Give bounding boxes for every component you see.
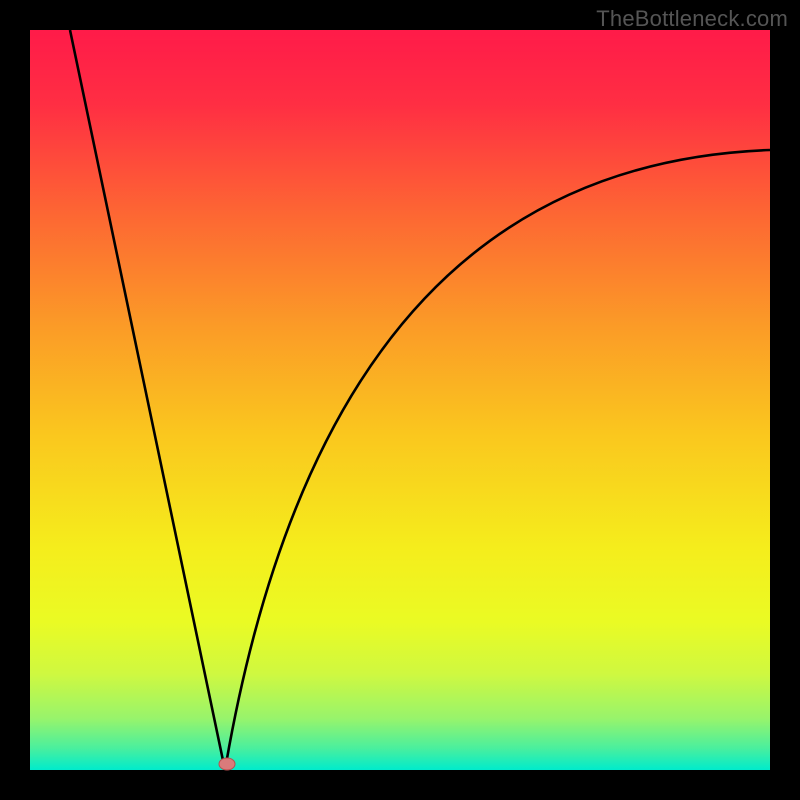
bottleneck-chart (0, 0, 800, 800)
watermark-text: TheBottleneck.com (596, 6, 788, 32)
plot-background (30, 30, 770, 770)
minimum-marker (219, 758, 235, 770)
chart-canvas: TheBottleneck.com (0, 0, 800, 800)
